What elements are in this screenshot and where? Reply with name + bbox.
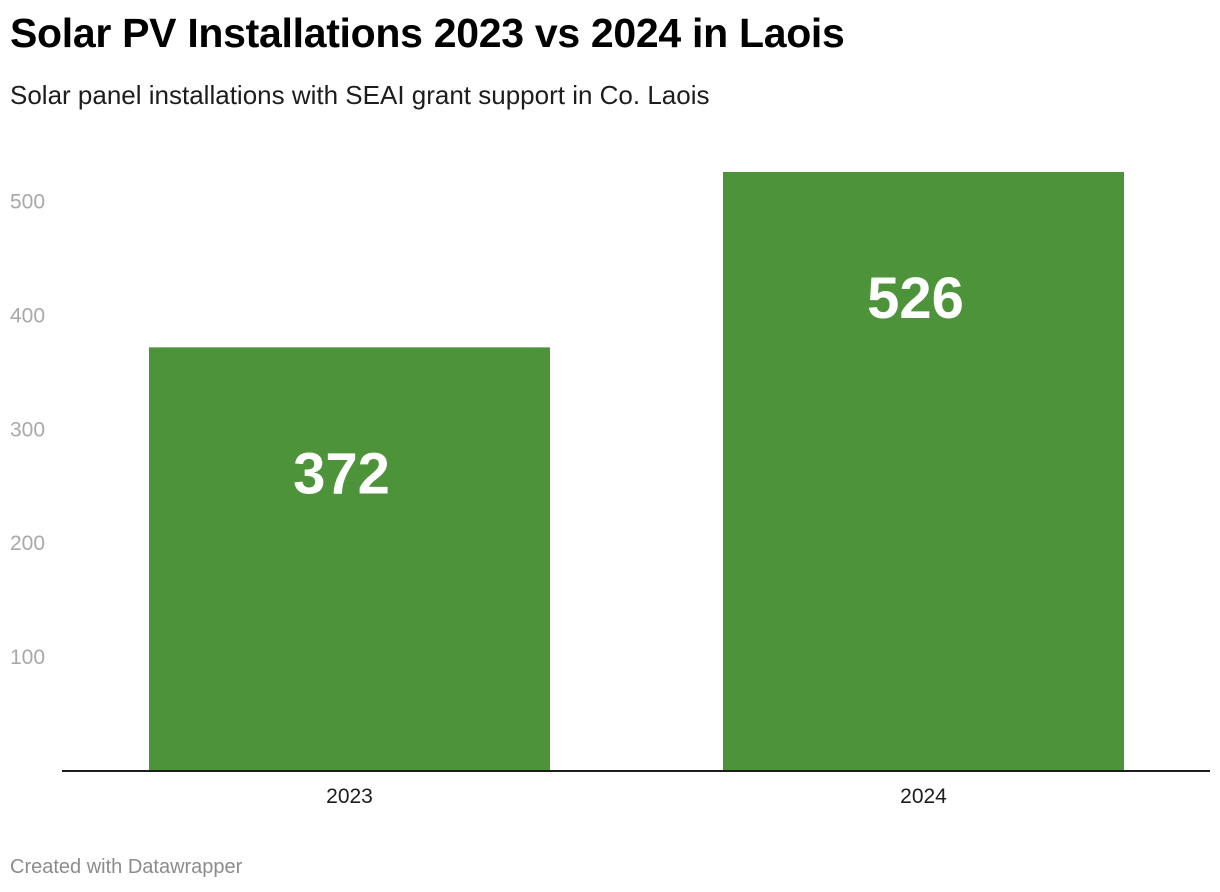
chart-title: Solar PV Installations 2023 vs 2024 in L… [10,10,845,56]
y-tick-label: 400 [10,304,45,327]
bar-chart: 100 200 300 400 500 372 526 2023 2024 [10,172,1210,808]
x-axis-ticks: 2023 2024 [326,785,947,808]
x-tick-label: 2024 [900,785,947,808]
data-label-2024: 526 [867,266,964,331]
data-label-2023: 372 [293,441,390,506]
x-tick-label: 2023 [326,785,373,808]
y-tick-label: 100 [10,646,45,669]
y-tick-label: 500 [10,191,45,214]
y-tick-label: 300 [10,418,45,441]
y-axis-ticks: 100 200 300 400 500 [10,191,45,670]
chart-subtitle: Solar panel installations with SEAI gran… [10,80,710,110]
footer-credit: Created with Datawrapper [10,856,243,878]
bar-2024 [723,172,1124,771]
y-tick-label: 200 [10,532,45,555]
bar-2023 [149,347,550,771]
bars: 372 526 [149,172,1124,771]
